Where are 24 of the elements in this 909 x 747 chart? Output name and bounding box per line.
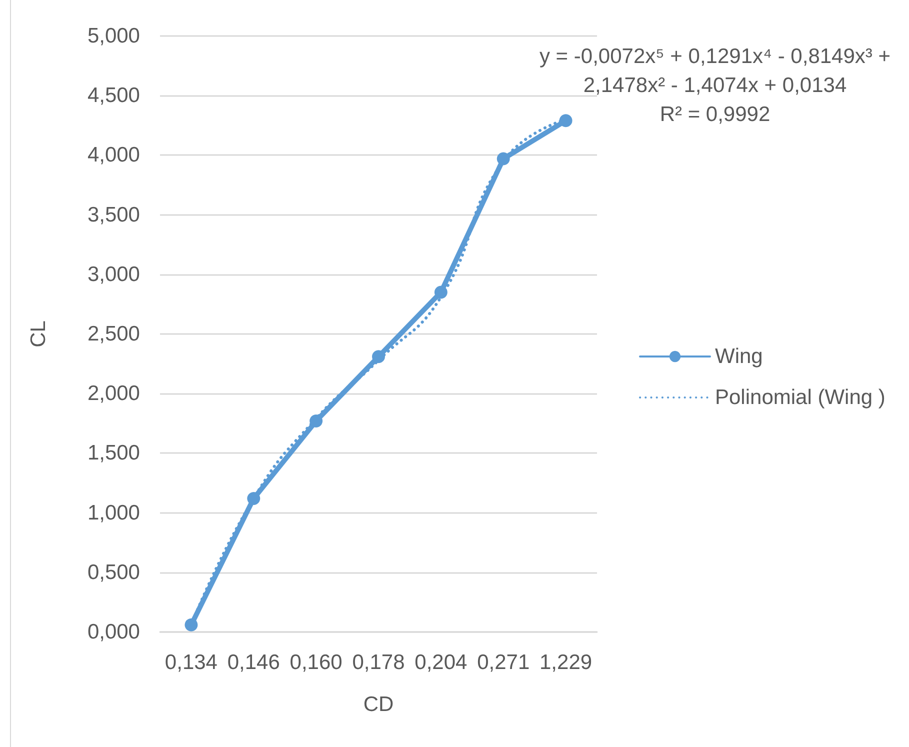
annotation: y = -0,0072x⁵ + 0,1291x⁴ - 0,8149x³ + 2,1478x² - 1,4074x + 0,0134 — [538, 44, 892, 99]
y-tick-label: 0,500 — [87, 560, 140, 584]
y-tick-label: 1,500 — [87, 442, 140, 465]
x-tick-label: 0,160 — [290, 651, 342, 674]
y-tick-label: 5,000 — [87, 24, 140, 48]
x-tick-label: 0,178 — [352, 651, 405, 674]
x-tick-label: 0,134 — [164, 651, 218, 674]
x-tick-label: 0,146 — [227, 651, 280, 674]
y-tick-label: 0,000 — [87, 620, 140, 644]
y-tick-label: 2,000 — [87, 382, 140, 406]
x-tick-label: 0,204 — [414, 651, 468, 674]
y-tick-label: 4,500 — [87, 84, 140, 108]
y-tick-label: 2,500 — [87, 322, 140, 346]
y-tick-label: 4,000 — [87, 144, 140, 167]
text: R² = 0,9992 — [658, 102, 772, 128]
y-tick-label: 1,000 — [87, 501, 140, 524]
x-axis-title: CD — [363, 693, 394, 716]
y-tick-label: 3,000 — [87, 262, 140, 286]
y-tick-label: 3,500 — [87, 203, 140, 226]
x-tick-label: 1,229 — [540, 651, 592, 674]
legend-label: Polinomial (Wing ) — [715, 386, 886, 409]
legend-label: Wing — [715, 345, 763, 368]
y-axis-title: CL — [27, 320, 50, 348]
x-tick-label: 0,271 — [477, 651, 530, 674]
